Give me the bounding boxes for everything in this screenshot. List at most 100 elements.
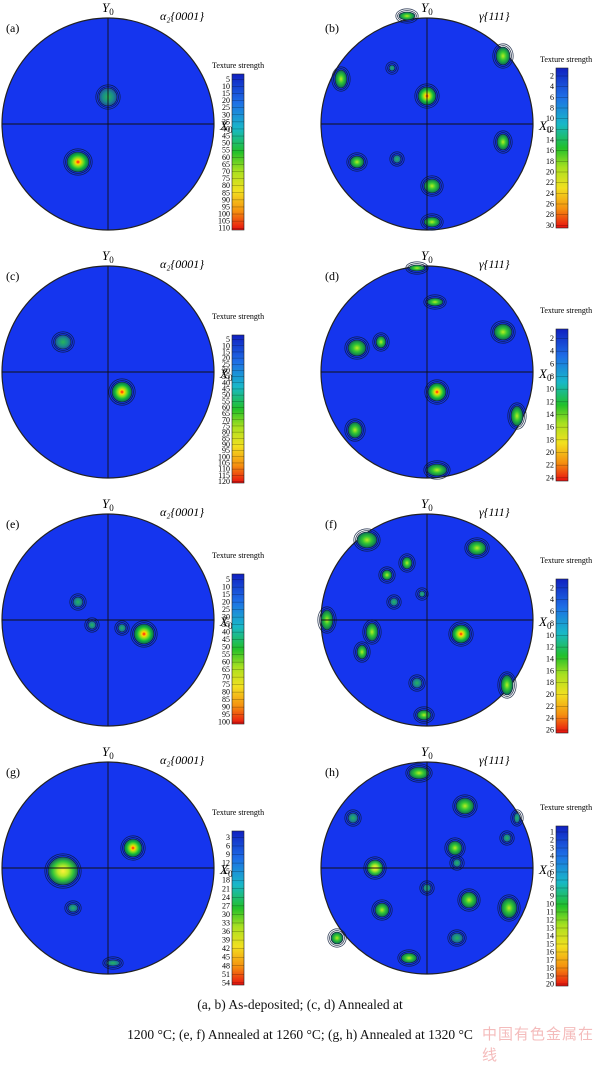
pole-figure-title: α₂{0001} xyxy=(160,9,204,23)
legend-tick-label: 4 xyxy=(550,852,554,861)
legend-tick-label: 2 xyxy=(550,583,554,592)
texture-spot xyxy=(114,620,130,636)
legend-tick-label: 85 xyxy=(222,188,230,197)
legend-tick-label: 20 xyxy=(546,168,554,177)
panel-label: (d) xyxy=(325,269,339,283)
texture-spot xyxy=(108,378,136,406)
legend-tick-label: 35 xyxy=(222,620,230,629)
legend-tick-label: 85 xyxy=(222,695,230,704)
legend-tick-label: 95 xyxy=(222,446,230,455)
y-axis-label: Y0 xyxy=(421,248,433,265)
panel-label: (c) xyxy=(6,269,19,283)
legend-tick-label: 30 xyxy=(546,221,554,230)
legend-tick-label: 30 xyxy=(222,910,230,919)
texture-spot xyxy=(327,928,347,948)
legend-tick-label: 115 xyxy=(218,471,230,480)
texture-spot xyxy=(493,130,513,154)
legend-tick-label: 26 xyxy=(546,726,554,735)
legend-tick-label: 20 xyxy=(222,598,230,607)
pole-figure-title: γ{111} xyxy=(479,257,510,271)
panel-label: (f) xyxy=(325,517,337,531)
legend-tick-label: 12 xyxy=(546,397,554,406)
legend-tick-label: 15 xyxy=(222,867,230,876)
legend-tick-label: 105 xyxy=(218,217,230,226)
texture-spot xyxy=(353,641,371,663)
y-axis-label: Y0 xyxy=(421,744,433,761)
legend-tick-label: 90 xyxy=(222,703,230,712)
legend-tick-label: 22 xyxy=(546,461,554,470)
legend-tick-label: 9 xyxy=(550,892,554,901)
texture-spot xyxy=(344,418,366,442)
legend-tick-label: 16 xyxy=(546,666,554,675)
legend-tick-label: 25 xyxy=(222,103,230,112)
pole-figure-title: α₂{0001} xyxy=(160,505,204,519)
legend-tick-label: 21 xyxy=(222,884,230,893)
texture-spot xyxy=(507,402,527,430)
legend-tick-label: 9 xyxy=(226,850,230,859)
legend-tick-label: 50 xyxy=(222,391,230,400)
texture-spot xyxy=(464,537,490,559)
legend-tick-label: 75 xyxy=(222,680,230,689)
texture-strength-legend: Texture strength 510152025303540455055606… xyxy=(212,312,264,486)
legend-tick-label: 80 xyxy=(222,688,230,697)
legend-tick-label: 1 xyxy=(550,828,554,837)
y-axis-label: Y0 xyxy=(421,496,433,513)
legend-tick-label: 55 xyxy=(222,397,230,406)
legend-tick-label: 2 xyxy=(550,836,554,845)
legend-tick-label: 60 xyxy=(222,658,230,667)
pole-figure-title: γ{111} xyxy=(479,753,510,767)
y-axis-label: Y0 xyxy=(421,0,433,17)
legend-tick-label: 12 xyxy=(546,125,554,134)
legend-tick-label: 36 xyxy=(222,927,230,936)
legend-tick-label: 120 xyxy=(218,477,230,486)
texture-spot xyxy=(398,553,416,573)
legend-tick-label: 5 xyxy=(226,75,230,84)
legend-tick-label: 2 xyxy=(550,334,554,343)
legend-tick-label: 8 xyxy=(550,619,554,628)
legend-tick-label: 90 xyxy=(222,440,230,449)
texture-spot xyxy=(120,835,146,861)
legend-tick-label: 13 xyxy=(546,924,554,933)
legend-title: Texture strength xyxy=(212,312,264,321)
texture-spot xyxy=(444,837,466,859)
legend-tick-label: 10 xyxy=(546,114,554,123)
legend-title: Texture strength xyxy=(212,551,264,560)
legend-tick-label: 30 xyxy=(222,110,230,119)
legend-color-bar xyxy=(231,573,245,725)
legend-tick-label: 16 xyxy=(546,948,554,957)
legend-tick-label: 48 xyxy=(222,961,230,970)
legend-tick-label: 30 xyxy=(222,613,230,622)
texture-spot xyxy=(69,593,87,611)
legend-tick-label: 45 xyxy=(222,953,230,962)
texture-spot xyxy=(413,706,435,724)
texture-spot xyxy=(395,8,419,24)
texture-spot xyxy=(452,794,478,818)
legend-title: Texture strength xyxy=(212,61,264,70)
texture-spot xyxy=(448,621,474,647)
legend-tick-label: 12 xyxy=(546,643,554,652)
legend-tick-label: 100 xyxy=(218,210,230,219)
panel-label: (g) xyxy=(6,765,20,779)
legend-tick-label: 5 xyxy=(550,860,554,869)
legend-tick-label: 3 xyxy=(550,844,554,853)
legend-tick-label: 80 xyxy=(222,428,230,437)
texture-strength-legend: Texture strength246810121416182022242628… xyxy=(540,55,592,230)
legend-tick-label: 15 xyxy=(546,940,554,949)
legend-tick-label: 18 xyxy=(546,435,554,444)
texture-spot xyxy=(362,619,382,645)
texture-spot xyxy=(405,763,433,783)
legend-color-bar xyxy=(231,830,245,986)
legend-tick-label: 30 xyxy=(222,366,230,375)
texture-spot xyxy=(492,43,514,69)
y-axis-label: Y0 xyxy=(102,0,114,17)
legend-tick-label: 18 xyxy=(546,678,554,687)
texture-spot xyxy=(490,320,516,344)
legend-tick-label: 12 xyxy=(546,916,554,925)
legend-tick-label: 100 xyxy=(218,718,230,727)
legend-tick-label: 55 xyxy=(222,650,230,659)
